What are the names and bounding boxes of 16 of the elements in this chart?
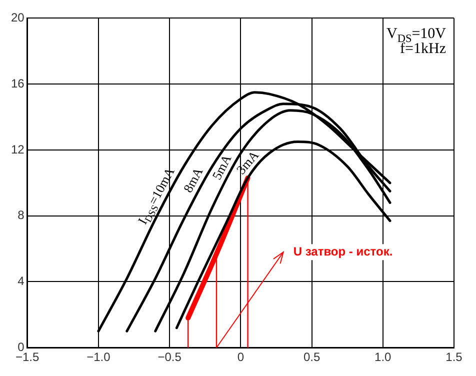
y-tick-label: 4 — [18, 274, 25, 288]
x-tick-label: −0.5 — [158, 350, 182, 364]
text: 8mA — [180, 164, 206, 195]
x-tick-label: −1.0 — [86, 350, 111, 364]
annotation: f=1kHz — [400, 41, 446, 58]
y-tick-label: 16 — [10, 76, 25, 90]
x-tick-label: 1.0 — [374, 350, 392, 364]
y-tick-label: 12 — [10, 142, 25, 156]
text: 5mA — [208, 151, 235, 182]
y-tick-label: 20 — [10, 10, 25, 25]
text: 3mA — [233, 147, 262, 178]
annotation: U затвор - исток. — [293, 244, 393, 258]
x-tick-label: 0 — [237, 350, 244, 364]
y-tick-label: 8 — [18, 208, 25, 222]
x-tick-label: 0.5 — [303, 350, 320, 364]
x-tick-label: 1.5 — [446, 350, 463, 364]
